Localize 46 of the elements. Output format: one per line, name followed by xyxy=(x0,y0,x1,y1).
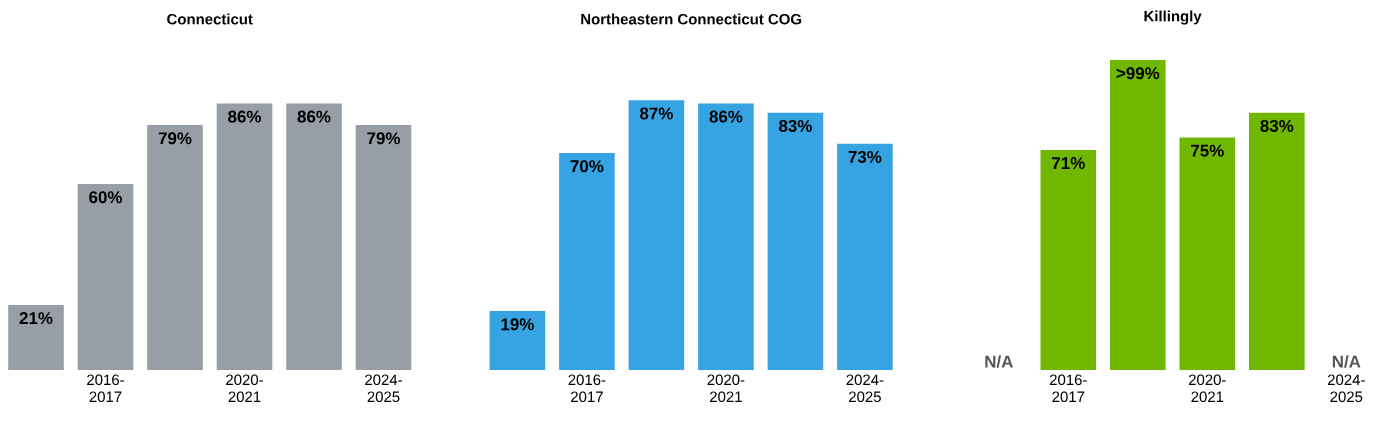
bar xyxy=(489,311,546,370)
bar xyxy=(559,153,615,370)
x-tick-label: 2020-2021 xyxy=(1188,374,1226,403)
data-label: 73% xyxy=(848,150,882,163)
bar xyxy=(1040,149,1097,370)
data-label: 79% xyxy=(367,132,400,145)
data-label: 21% xyxy=(19,312,53,325)
x-tick-label: 2016-2017 xyxy=(1049,374,1087,403)
bar xyxy=(628,100,685,370)
bar xyxy=(1110,60,1166,370)
data-label: 86% xyxy=(228,110,261,123)
data-label: 86% xyxy=(297,110,331,123)
chart-title: Northeastern Connecticut COG xyxy=(581,13,802,25)
x-tick-label: 2016-2017 xyxy=(87,374,124,403)
bar xyxy=(147,125,203,370)
x-tick-label: 2020-2021 xyxy=(226,374,263,403)
bar xyxy=(837,143,893,370)
x-tick-label: 2024-2025 xyxy=(1327,374,1365,403)
x-tick-label: 2024-2025 xyxy=(365,374,402,403)
data-label: 83% xyxy=(778,119,812,132)
bar xyxy=(8,304,64,370)
data-label: 79% xyxy=(158,132,192,145)
data-label: 60% xyxy=(89,191,122,204)
data-label: 87% xyxy=(639,107,673,120)
data-label: 19% xyxy=(501,318,534,331)
bar xyxy=(355,125,412,370)
data-label: >99% xyxy=(1116,67,1160,80)
data-label: 75% xyxy=(1191,144,1224,157)
bar xyxy=(216,103,273,370)
data-label: 71% xyxy=(1052,157,1085,170)
data-label: 70% xyxy=(570,160,604,173)
bar xyxy=(1249,112,1305,370)
bar xyxy=(767,112,824,370)
bar xyxy=(77,184,134,370)
bar xyxy=(286,103,342,370)
text: N/A xyxy=(985,355,1013,368)
data-label: 86% xyxy=(709,110,743,123)
bar xyxy=(698,103,754,370)
chart-title: Connecticut xyxy=(167,13,253,25)
text: N/A xyxy=(1332,355,1361,368)
bar xyxy=(1179,137,1236,370)
x-tick-label: 2020-2021 xyxy=(707,374,745,403)
data-label: 83% xyxy=(1260,119,1294,132)
chart-title: Killingly xyxy=(1144,10,1202,25)
x-tick-label: 2024-2025 xyxy=(846,374,884,403)
x-tick-label: 2016-2017 xyxy=(568,374,606,403)
